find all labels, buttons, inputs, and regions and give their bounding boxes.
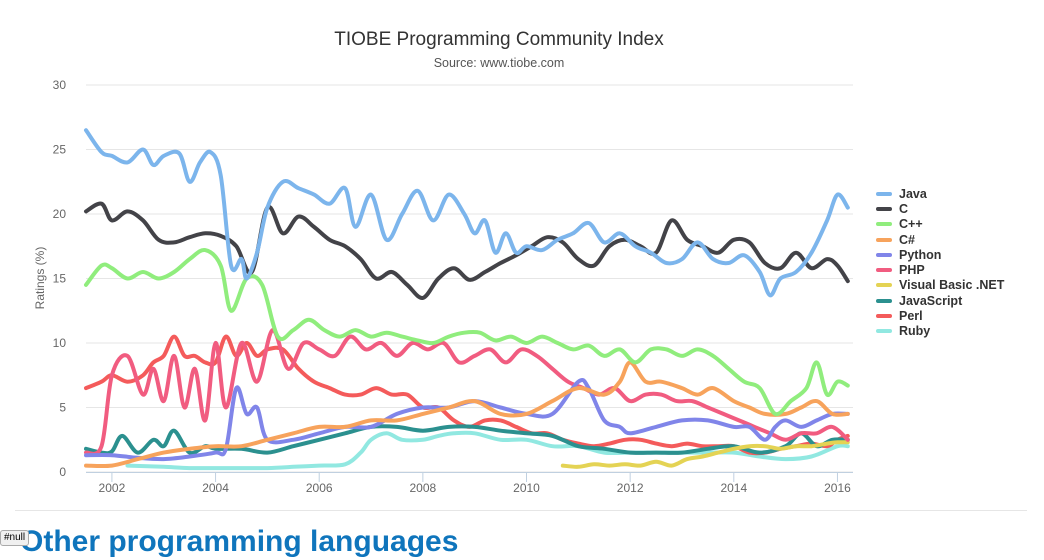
legend-swatch bbox=[876, 206, 892, 211]
legend-label: Python bbox=[899, 247, 942, 262]
x-tick-label: 2008 bbox=[410, 481, 437, 495]
legend: Java C C++ C# Python PHP Visual Basic .NET Java… bbox=[876, 186, 1004, 339]
x-tick-label: 2006 bbox=[306, 481, 333, 495]
y-axis-label: Ratings (%) bbox=[33, 247, 47, 310]
y-tick-label: 0 bbox=[59, 465, 66, 479]
series-line-javascript[interactable] bbox=[84, 424, 850, 456]
x-tick-label: 2002 bbox=[99, 481, 126, 495]
legend-item-ruby[interactable]: Ruby bbox=[876, 324, 1004, 339]
y-axis-ticks: 0 5 10 15 20 25 30 bbox=[53, 78, 67, 479]
y-tick-label: 25 bbox=[53, 143, 67, 157]
legend-label: JavaScript bbox=[899, 293, 963, 308]
series-line-ruby[interactable] bbox=[125, 430, 850, 471]
legend-swatch bbox=[876, 191, 892, 196]
legend-label: Visual Basic .NET bbox=[899, 278, 1005, 293]
legend-swatch bbox=[876, 283, 892, 288]
series-line-php[interactable] bbox=[84, 328, 850, 456]
legend-swatch bbox=[876, 298, 892, 303]
legend-label: C# bbox=[899, 232, 915, 247]
legend-label: C++ bbox=[899, 217, 923, 232]
legend-swatch bbox=[876, 222, 892, 227]
x-tick-label: 2012 bbox=[617, 481, 644, 495]
legend-swatch bbox=[876, 314, 892, 319]
chart-subtitle: Source: www.tiobe.com bbox=[434, 56, 565, 70]
chart-title: TIOBE Programming Community Index bbox=[334, 29, 664, 50]
legend-label: Perl bbox=[899, 309, 923, 324]
legend-item-c[interactable]: C++ bbox=[876, 217, 1004, 232]
x-tick-label: 2004 bbox=[202, 481, 229, 495]
legend-label: C bbox=[899, 201, 909, 216]
legend-item-perl[interactable]: Perl bbox=[876, 308, 1004, 323]
legend-item-c[interactable]: C bbox=[876, 201, 1004, 216]
y-tick-label: 15 bbox=[53, 272, 67, 286]
legend-item-c[interactable]: C# bbox=[876, 232, 1004, 247]
legend-label: Java bbox=[899, 186, 927, 201]
chart: TIOBE Programming Community Index Source… bbox=[33, 29, 853, 495]
series-line-c[interactable] bbox=[84, 360, 850, 469]
y-tick-label: 10 bbox=[53, 336, 67, 350]
legend-item-java[interactable]: Java bbox=[876, 186, 1004, 201]
section-divider bbox=[15, 510, 1027, 511]
legend-label: Ruby bbox=[899, 324, 931, 339]
legend-item-visual-basic-net[interactable]: Visual Basic .NET bbox=[876, 278, 1004, 293]
null-tag: #null bbox=[0, 530, 30, 546]
x-tick-label: 2016 bbox=[824, 481, 851, 495]
y-tick-label: 20 bbox=[53, 207, 67, 221]
y-tick-label: 30 bbox=[53, 78, 67, 92]
series-line-java[interactable] bbox=[84, 128, 850, 298]
legend-swatch bbox=[876, 268, 892, 273]
legend-swatch bbox=[876, 252, 892, 257]
series-line-c[interactable] bbox=[84, 201, 850, 300]
legend-swatch bbox=[876, 237, 892, 242]
legend-swatch bbox=[876, 329, 892, 334]
x-tick-label: 2014 bbox=[720, 481, 747, 495]
x-tick-label: 2010 bbox=[513, 481, 540, 495]
series-lines bbox=[84, 128, 850, 471]
legend-item-php[interactable]: PHP bbox=[876, 262, 1004, 277]
y-tick-label: 5 bbox=[59, 401, 66, 415]
legend-label: PHP bbox=[899, 263, 925, 278]
legend-item-python[interactable]: Python bbox=[876, 247, 1004, 262]
section-heading: Other programming languages bbox=[20, 525, 459, 558]
x-axis-ticks: 2002 2004 2006 2008 2010 2012 2014 2016 bbox=[99, 472, 851, 495]
series-line-c[interactable] bbox=[84, 248, 850, 417]
series-line-python[interactable] bbox=[84, 378, 850, 462]
series-line-visual-basic-net[interactable] bbox=[560, 440, 850, 469]
legend-item-javascript[interactable]: JavaScript bbox=[876, 293, 1004, 308]
